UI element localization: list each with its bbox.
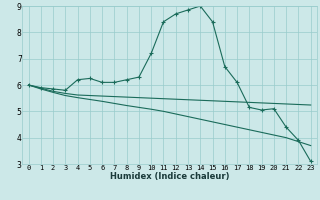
X-axis label: Humidex (Indice chaleur): Humidex (Indice chaleur) bbox=[110, 172, 229, 181]
